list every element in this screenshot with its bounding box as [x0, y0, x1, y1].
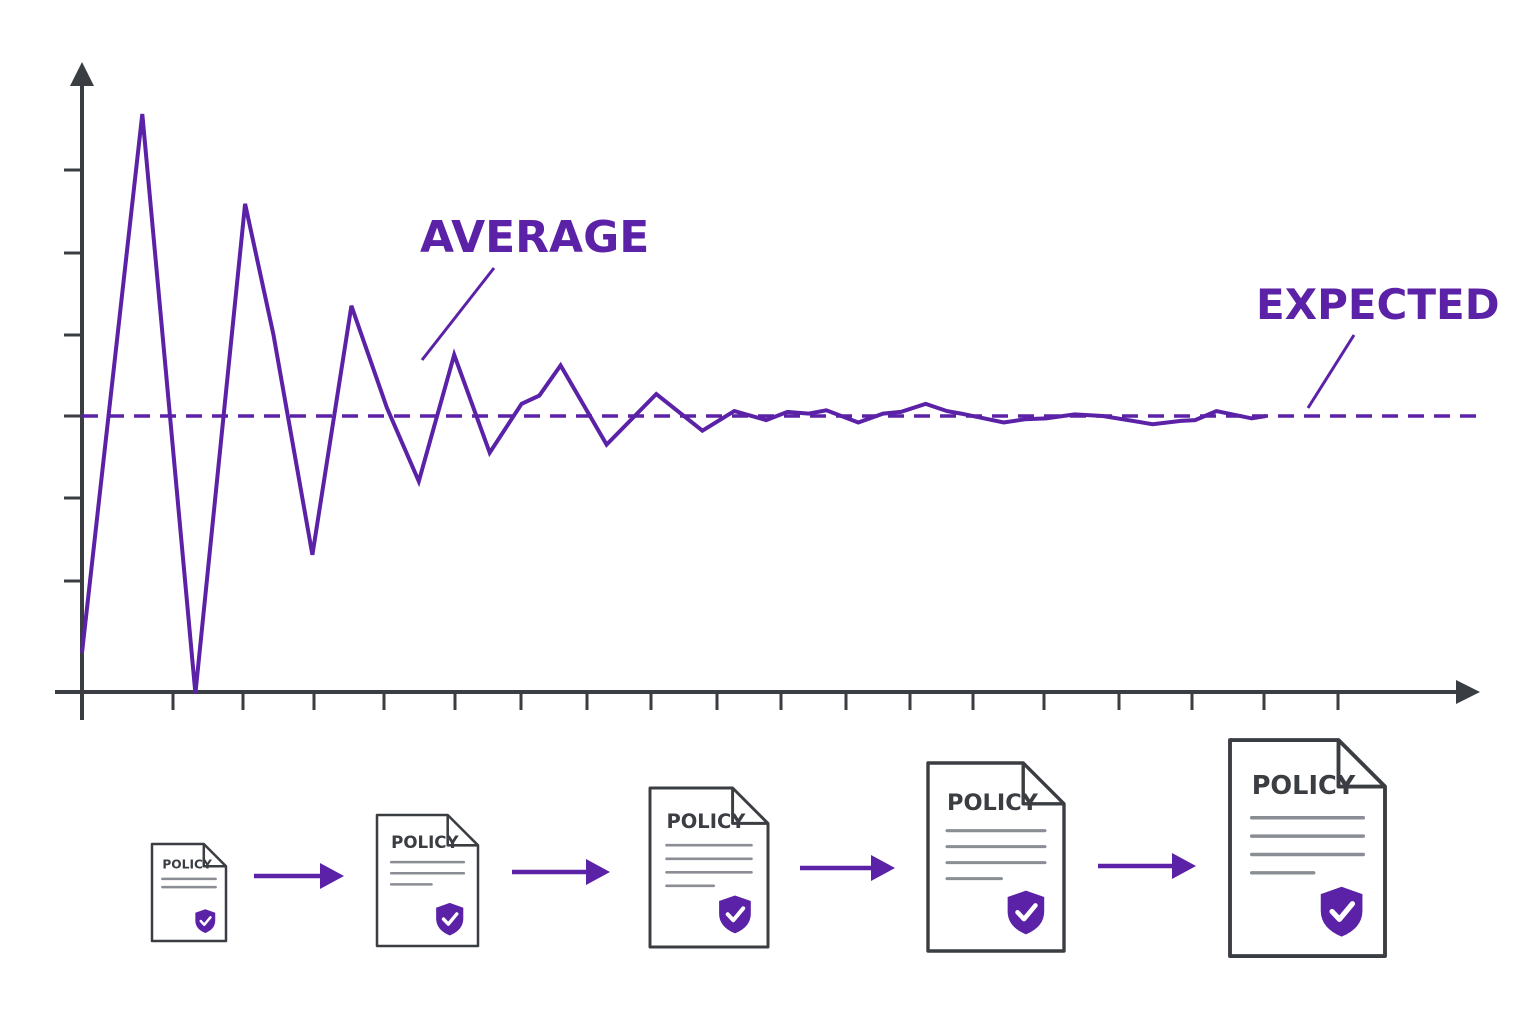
- chart-axes: [55, 62, 1480, 720]
- document-title: POLICY: [391, 833, 459, 852]
- arrow-right-icon: [800, 855, 895, 881]
- document-title: POLICY: [947, 790, 1039, 816]
- x-axis-ticks: [171, 692, 1340, 710]
- policy-document: POLICY: [150, 842, 228, 943]
- shield-check-icon: [1007, 890, 1045, 935]
- shield-check-icon: [1320, 886, 1363, 937]
- policy-document: POLICY: [648, 786, 770, 949]
- expected-label: EXPECTED: [1256, 280, 1500, 329]
- document-title: POLICY: [667, 810, 747, 833]
- policy-document: POLICY: [926, 761, 1066, 953]
- document-fold: [446, 815, 478, 847]
- x-axis-arrowhead: [1456, 680, 1480, 704]
- document-fold: [1336, 740, 1385, 789]
- document-fold: [731, 788, 768, 825]
- document-title: POLICY: [162, 857, 212, 871]
- document-fold: [202, 844, 226, 868]
- average-leader-line: [420, 267, 496, 361]
- policy-document: POLICY: [1228, 738, 1387, 958]
- arrow-right-icon: [512, 859, 610, 885]
- shield-check-icon: [195, 909, 216, 934]
- expected-leader-line: [1306, 334, 1356, 409]
- policy-document: POLICY: [375, 813, 480, 948]
- average-label: AVERAGE: [420, 212, 649, 263]
- shield-check-icon: [436, 902, 464, 936]
- document-title: POLICY: [1252, 771, 1356, 801]
- arrow-right-icon: [1098, 853, 1196, 879]
- policy-document-sequence: POLICY POLICY POLICY POLICY POLICY: [150, 738, 1387, 958]
- y-axis-ticks: [64, 168, 82, 583]
- shield-check-icon: [719, 895, 751, 934]
- document-fold: [1021, 763, 1064, 806]
- arrow-right-icon: [254, 863, 344, 889]
- y-axis-arrowhead: [70, 62, 94, 86]
- average-series-line: [80, 113, 1267, 694]
